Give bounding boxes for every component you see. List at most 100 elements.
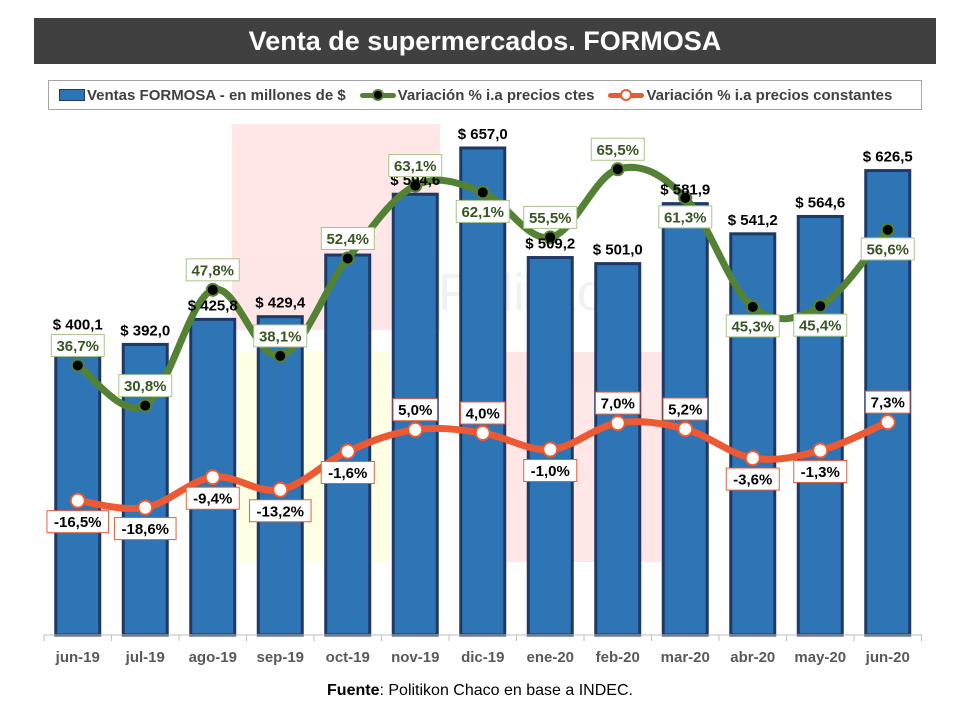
x-tick-label: ene-20 (526, 649, 574, 666)
legend-item-green: Variación % i.a precios ctes (356, 86, 595, 104)
red-value-label-box (725, 467, 780, 491)
red-value-label-text: -1,0% (531, 463, 570, 480)
green-series-point (273, 348, 288, 363)
green-series-point (610, 162, 625, 177)
red-value-label: 7,3% (865, 390, 911, 414)
green-value-label-text: 45,4% (799, 318, 842, 335)
red-series-point (474, 425, 491, 441)
green-value-label: 45,4% (793, 313, 848, 337)
red-value-label: 5,0% (392, 398, 438, 422)
green-value-label: 65,5% (590, 137, 645, 161)
red-value-label: 4,0% (460, 401, 506, 425)
green-value-label-text: 55,5% (529, 210, 572, 227)
red-value-label: -1,6% (320, 460, 375, 484)
green-value-label-box (388, 154, 443, 178)
bar-value-label: $ 541,2 (728, 212, 778, 229)
green-value-label-box (658, 205, 713, 229)
green-value-label-text: 61,3% (664, 209, 707, 226)
bar-value-label: $ 400,1 (53, 316, 103, 333)
green-value-label-text: 47,8% (191, 262, 234, 279)
green-value-label: 38,1% (253, 324, 308, 348)
green-value-label-box (50, 333, 105, 357)
red-value-label-box (113, 517, 177, 541)
green-value-label: 36,7% (50, 333, 105, 357)
red-value-label-text: -16,5% (54, 514, 102, 531)
x-tick-label: feb-20 (596, 649, 640, 666)
x-tick-label: jun-19 (55, 649, 100, 666)
red-value-label-box (523, 459, 578, 482)
bar-value-label: $ 657,0 (458, 126, 508, 143)
x-tick-label: jun-20 (865, 649, 910, 666)
red-value-label-text: -1,6% (328, 465, 367, 482)
legend-label-bars: Ventas FORMOSA - en millones de $ (87, 86, 346, 104)
green-value-label-text: 63,1% (394, 158, 437, 175)
green-value-label-box (725, 314, 780, 338)
bar (256, 315, 304, 637)
red-value-label-box (248, 499, 312, 523)
green-value-label-text: 45,3% (731, 318, 774, 335)
green-series-point (205, 282, 220, 297)
red-value-label: 7,0% (595, 391, 641, 415)
red-series-point (69, 492, 86, 509)
red-value-label-text: 5,0% (398, 402, 432, 419)
bar-value-label: $ 564,6 (795, 194, 845, 211)
red-value-label-text: 7,0% (601, 396, 635, 413)
red-value-label-box (793, 459, 848, 483)
red-series-point (137, 499, 154, 516)
red-value-label-text: 7,3% (871, 395, 905, 412)
x-tick-label: ago-19 (189, 649, 237, 666)
green-value-label-text: 30,8% (124, 378, 167, 395)
green-value-label-text: 62,1% (461, 204, 504, 221)
bar-value-label: $ 509,2 (525, 236, 575, 253)
x-tick-label: oct-19 (326, 649, 370, 666)
bar-value-label: $ 626,5 (863, 149, 913, 166)
red-value-label-box (46, 510, 110, 534)
red-series-point (204, 469, 221, 486)
chart-title: Venta de supermercados. FORMOSA (34, 18, 936, 64)
red-value-label: -18,6% (113, 517, 177, 541)
red-value-label-text: 4,0% (466, 406, 500, 423)
legend-label-green: Variación % i.a precios ctes (397, 86, 595, 104)
green-series-point (70, 358, 85, 373)
x-tick-label: dic-19 (461, 649, 504, 666)
source-label: Fuente (327, 682, 380, 699)
red-series-point (677, 421, 694, 438)
legend-swatch-red (608, 88, 645, 102)
bar-value-label: $ 581,9 (660, 182, 710, 199)
legend: Ventas FORMOSA - en millones de $ Variac… (48, 80, 922, 110)
green-value-label-text: 38,1% (259, 328, 302, 345)
green-value-label-box (253, 324, 308, 348)
bar-value-label: $ 392,0 (120, 322, 170, 339)
red-value-label: -1,0% (523, 459, 578, 482)
green-value-label: 45,3% (725, 314, 780, 338)
x-tick-label: mar-20 (661, 649, 710, 666)
x-tick-label: sep-19 (256, 649, 304, 666)
red-value-label-text: -1,3% (801, 464, 840, 481)
green-value-label-box (118, 374, 173, 398)
green-value-label: 47,8% (185, 258, 240, 282)
source-text: : Politikon Chaco en base a INDEC. (379, 682, 633, 699)
green-series-point (475, 185, 490, 200)
green-value-label-box (455, 199, 510, 223)
legend-label-red: Variación % i.a precios constantes (646, 86, 893, 104)
x-tick-label: nov-19 (391, 649, 439, 666)
legend-item-red: Variación % i.a precios constantes (604, 87, 892, 104)
x-tick-label: may-20 (794, 649, 846, 666)
green-value-label-box (523, 205, 578, 229)
source-note: Fuente: Politikon Chaco en base a INDEC. (0, 682, 960, 700)
x-tick-label: jul-19 (125, 649, 165, 666)
green-series-point (678, 190, 693, 205)
red-value-label: -16,5% (46, 510, 110, 534)
bar (796, 214, 844, 637)
legend-item-bars: Ventas FORMOSA - en millones de $ (49, 87, 346, 104)
green-value-label-text: 65,5% (596, 142, 639, 159)
green-value-label: 62,1% (455, 199, 510, 223)
green-series-point (340, 251, 355, 266)
red-series-point (879, 414, 896, 431)
red-value-label-box (185, 486, 240, 510)
red-value-label-box (392, 398, 438, 422)
green-series-point (745, 299, 760, 314)
red-value-label-text: -18,6% (121, 521, 169, 538)
red-value-label-box (662, 397, 708, 421)
